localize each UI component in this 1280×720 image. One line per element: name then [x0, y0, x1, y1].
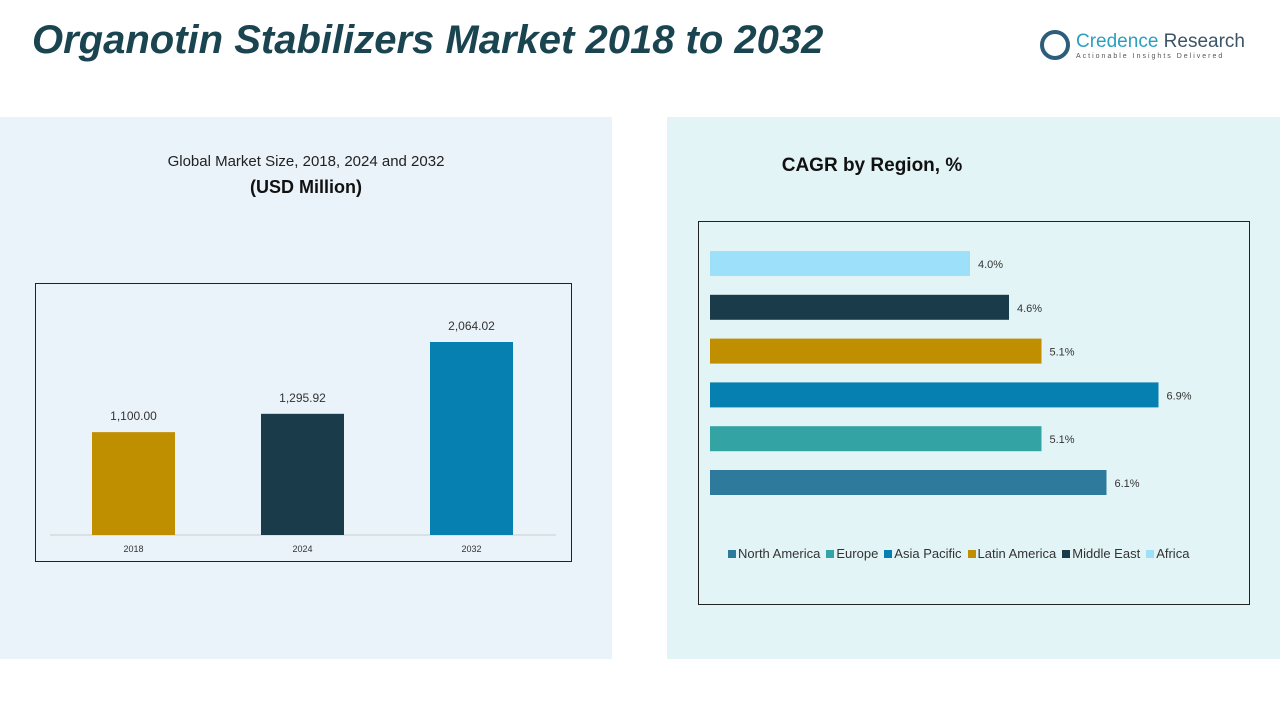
bar-middle-east — [710, 294, 1009, 320]
bar-latin-america — [710, 338, 1042, 364]
legend-item: Asia Pacific — [884, 546, 962, 561]
legend-label: Europe — [836, 546, 879, 561]
legend-label: North America — [738, 546, 821, 561]
market-size-subtitle: (USD Million) — [250, 177, 362, 197]
page-title: Organotin Stabilizers Market 2018 to 203… — [32, 18, 824, 62]
logo-icon — [1040, 30, 1070, 60]
bar-2018 — [92, 432, 175, 535]
legend-label: Latin America — [977, 546, 1057, 561]
market-size-chart-frame — [35, 283, 572, 562]
data-label-middle-east: 4.6% — [1017, 303, 1042, 315]
legend-swatch — [1146, 550, 1155, 558]
x-tick-2032: 2032 — [461, 544, 481, 554]
bar-asia-pacific — [710, 382, 1159, 408]
legend-label: Asia Pacific — [894, 546, 962, 561]
cagr-chart: 4.0% 4.6% 5.1% 6.9% 5.1% 6.1% — [710, 251, 1192, 495]
legend-item: Latin America — [967, 546, 1057, 561]
bar-2024 — [261, 413, 344, 535]
data-label-latin-america: 5.1% — [1050, 347, 1075, 359]
bar-europe — [710, 426, 1042, 452]
legend-swatch — [728, 550, 736, 558]
bar-africa — [710, 251, 970, 276]
legend-item: Europe — [826, 546, 878, 561]
legend-item: Africa — [1146, 546, 1189, 561]
legend-item: North America — [728, 546, 820, 561]
bar-2032 — [430, 342, 513, 535]
legend-swatch — [967, 550, 976, 558]
data-label-africa: 4.0% — [978, 259, 1003, 271]
data-label-europe: 5.1% — [1050, 434, 1075, 446]
data-label-2032: 2,064.02 — [448, 319, 495, 333]
logo-tagline: Actionable Insights Delivered — [1076, 52, 1225, 60]
x-tick-2024: 2024 — [292, 544, 312, 554]
legend-swatch — [884, 550, 893, 558]
logo-name-b: Research — [1158, 30, 1245, 52]
legend-label: Middle East — [1072, 546, 1141, 561]
legend-swatch — [826, 550, 835, 558]
legend-label: Africa — [1156, 546, 1190, 561]
market-size-chart: 1,100.00 2018 1,295.92 2024 2,064.02 2032 — [50, 319, 556, 554]
logo-name-a: Credence — [1076, 30, 1159, 52]
cagr-title: CAGR by Region, % — [781, 155, 963, 176]
x-tick-2018: 2018 — [123, 544, 143, 554]
data-label-asia-pacific: 6.9% — [1167, 390, 1192, 402]
market-size-title: Global Market Size, 2018, 2024 and 2032 — [167, 153, 445, 170]
cagr-chart-frame — [698, 221, 1250, 605]
logo: Credence Research Actionable Insights De… — [1040, 30, 1245, 60]
legend-swatch — [1062, 550, 1071, 558]
data-label-2024: 1,295.92 — [279, 391, 326, 405]
bar-north-america — [710, 470, 1107, 495]
data-label-2018: 1,100.00 — [110, 409, 157, 423]
legend-item: Middle East — [1062, 546, 1140, 561]
data-label-north-america: 6.1% — [1115, 478, 1140, 490]
cagr-legend: North America Europe Asia Pacific Latin Ame… — [728, 546, 1189, 561]
